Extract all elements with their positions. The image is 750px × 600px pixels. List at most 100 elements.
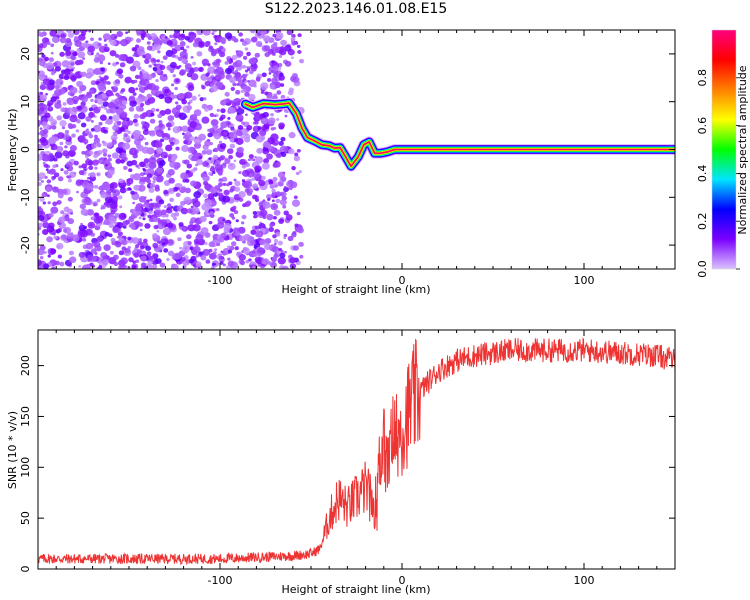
noise-speck — [146, 41, 151, 45]
noise-speck — [156, 59, 160, 63]
noise-speck — [275, 31, 284, 40]
noise-speck — [46, 236, 53, 243]
noise-speck — [227, 257, 231, 261]
noise-speck — [64, 145, 68, 149]
noise-speck — [209, 252, 217, 260]
noise-speck — [38, 153, 43, 161]
noise-speck — [135, 30, 142, 35]
noise-speck — [134, 191, 138, 195]
noise-speck — [296, 44, 301, 49]
snr-y-tick-label: 200 — [19, 355, 32, 376]
noise-speck — [167, 169, 175, 176]
noise-speck — [163, 136, 168, 141]
noise-speck — [139, 114, 145, 120]
noise-speck — [171, 83, 175, 87]
noise-speck — [241, 164, 247, 169]
noise-speck — [274, 184, 279, 188]
noise-speck — [141, 96, 148, 102]
noise-speck — [143, 238, 148, 243]
noise-speck — [280, 136, 286, 142]
noise-speck — [47, 201, 51, 205]
noise-speck — [166, 258, 170, 262]
noise-speck — [152, 253, 159, 259]
noise-speck — [229, 137, 235, 143]
noise-speck — [50, 123, 54, 127]
noise-speck — [136, 210, 142, 216]
noise-speck — [284, 44, 292, 52]
noise-speck — [222, 195, 231, 203]
noise-speck — [252, 252, 258, 258]
noise-speck — [208, 171, 213, 176]
noise-speck — [70, 62, 75, 66]
noise-speck — [210, 85, 219, 93]
noise-speck — [42, 78, 51, 86]
noise-speck — [133, 138, 141, 146]
noise-speck — [134, 205, 142, 213]
noise-speck — [39, 137, 47, 143]
noise-speck — [96, 236, 103, 243]
noise-speck — [178, 246, 183, 250]
noise-speck — [213, 265, 217, 268]
noise-speck — [38, 212, 41, 215]
noise-speck — [192, 61, 197, 66]
noise-speck — [255, 76, 261, 81]
noise-speck — [52, 164, 57, 169]
noise-speck — [254, 52, 261, 58]
noise-speck — [52, 232, 56, 236]
noise-speck — [60, 107, 66, 113]
noise-speck — [101, 93, 107, 99]
noise-speck — [117, 231, 123, 237]
noise-speck — [89, 262, 94, 267]
noise-speck — [279, 72, 284, 77]
noise-speck — [209, 186, 218, 194]
noise-speck — [277, 256, 286, 265]
noise-speck — [98, 264, 103, 269]
colorbar-tick-label: 0.6 — [696, 117, 709, 135]
noise-speck — [59, 261, 65, 267]
noise-speck — [206, 76, 213, 82]
noise-speck — [175, 65, 180, 70]
noise-speck — [64, 129, 70, 134]
noise-speck — [146, 93, 152, 99]
noise-speck — [235, 89, 241, 95]
noise-speck — [93, 67, 102, 76]
noise-speck — [110, 237, 116, 243]
noise-speck — [210, 165, 215, 170]
noise-speck — [195, 124, 202, 131]
noise-speck — [179, 69, 187, 76]
noise-speck — [158, 199, 165, 205]
noise-speck — [78, 165, 82, 169]
noise-speck — [161, 35, 167, 40]
noise-speck — [133, 184, 140, 191]
noise-speck — [155, 258, 162, 264]
noise-speck — [137, 184, 146, 192]
noise-speck — [139, 228, 143, 232]
noise-speck — [240, 134, 245, 140]
noise-speck — [77, 112, 86, 120]
noise-speck — [263, 45, 271, 52]
noise-speck — [110, 134, 118, 141]
noise-speck — [214, 159, 221, 166]
noise-speck — [241, 121, 245, 125]
noise-speck — [249, 30, 256, 34]
noise-speck — [105, 163, 108, 167]
noise-speck — [159, 262, 166, 268]
noise-speck — [238, 235, 246, 242]
noise-speck — [213, 147, 219, 153]
noise-speck — [132, 173, 141, 181]
noise-speck — [70, 68, 74, 72]
noise-speck — [38, 43, 44, 49]
noise-speck — [234, 180, 241, 187]
noise-speck — [294, 223, 299, 228]
noise-speck — [87, 45, 96, 53]
noise-speck — [39, 255, 44, 260]
noise-speck — [142, 72, 150, 80]
noise-speck — [81, 163, 88, 169]
noise-speck — [204, 242, 208, 246]
noise-speck — [268, 180, 274, 185]
noise-speck — [224, 61, 229, 65]
colorbar-gradient — [712, 30, 736, 269]
noise-speck — [77, 105, 82, 110]
noise-speck — [247, 158, 251, 162]
noise-speck — [104, 43, 108, 47]
